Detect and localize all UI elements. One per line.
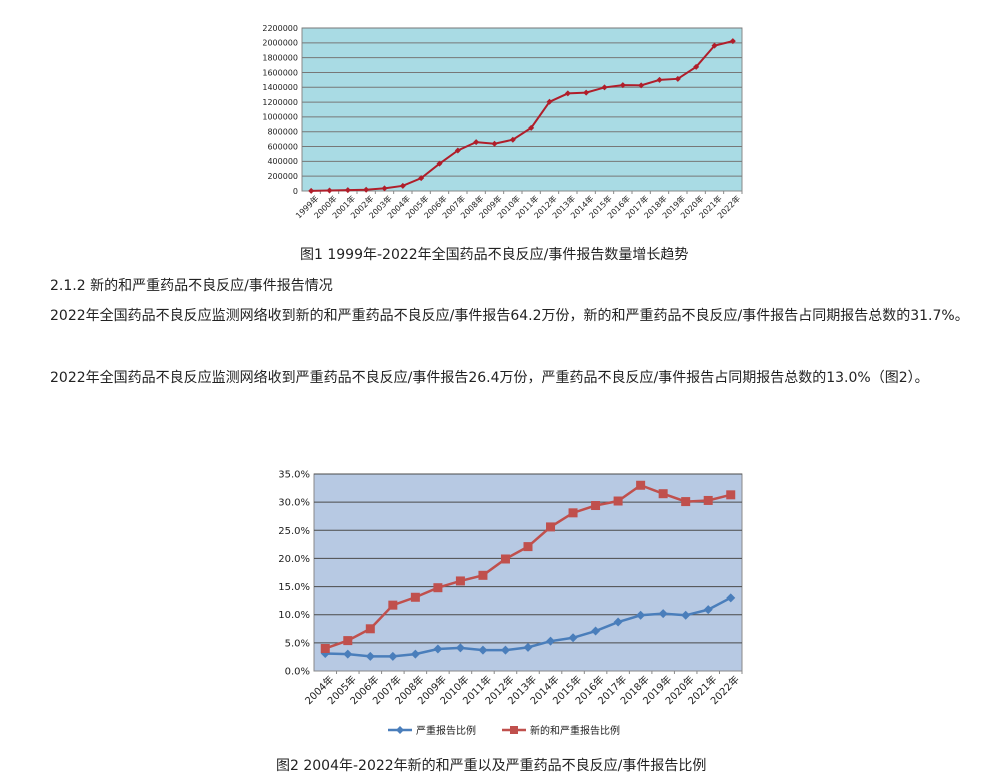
data-point (433, 644, 443, 654)
data-point (454, 147, 461, 154)
data-point (619, 82, 626, 89)
y-tick-label: 25.0% (278, 526, 310, 537)
data-point (658, 609, 668, 619)
data-point (656, 76, 663, 83)
data-point (320, 643, 330, 653)
legend-label: 严重报告比例 (416, 724, 476, 737)
data-point (601, 84, 608, 91)
plot-area (301, 27, 743, 192)
data-point (546, 636, 556, 646)
data-point (509, 136, 516, 143)
data-point (546, 98, 553, 105)
y-tick-label: 20.0% (278, 554, 310, 565)
data-point (436, 160, 443, 167)
data-point (455, 643, 465, 653)
data-point (473, 139, 480, 146)
data-point (568, 508, 578, 518)
data-point (344, 187, 351, 194)
y-tick-label: 200000 (267, 172, 298, 181)
data-point (703, 495, 713, 505)
data-point (478, 645, 488, 655)
data-point (711, 42, 718, 49)
data-point (326, 187, 333, 194)
data-point (363, 186, 370, 193)
y-tick-label: 15.0% (278, 582, 310, 593)
y-tick-label: 30.0% (278, 498, 310, 509)
paragraph-new-and-serious: 2022年全国药品不良反应监测网络收到新的和严重药品不良反应/事件报告64.2万… (50, 308, 969, 324)
y-tick-label: 2200000 (262, 24, 298, 33)
data-point (568, 633, 578, 643)
data-point (583, 89, 590, 96)
y-tick-label: 0.0% (285, 667, 310, 678)
figure1-caption: 图1 1999年-2022年全国药品不良反应/事件报告数量增长趋势 (300, 247, 689, 263)
y-tick-label: 1800000 (262, 53, 298, 62)
data-point (365, 624, 375, 634)
data-point (564, 90, 571, 97)
series-line (311, 40, 734, 192)
data-point (491, 140, 498, 147)
data-point (388, 600, 398, 610)
y-tick-label: 5.0% (285, 638, 310, 649)
plot-area (313, 473, 743, 672)
y-tick-label: 400000 (267, 157, 298, 166)
data-point (455, 576, 465, 586)
data-point (388, 651, 398, 661)
data-point (658, 489, 668, 499)
data-point (693, 63, 700, 70)
legend-marker (510, 726, 518, 734)
data-point (500, 645, 510, 655)
y-tick-label: 35.0% (278, 470, 310, 481)
data-point (523, 642, 533, 652)
data-point (613, 617, 623, 627)
growth-line-chart: 0 200000 400000 600000 800000 1000000 1200000 1… (262, 24, 743, 220)
data-point (636, 610, 646, 620)
data-point (636, 480, 646, 490)
data-point (478, 570, 488, 580)
ratio-line-chart: 0.0%5.0%10.0%15.0%20.0%25.0%30.0%35.0%20… (278, 470, 743, 737)
y-tick-label: 1000000 (262, 113, 298, 122)
data-point (343, 636, 353, 646)
y-tick-label: 2000000 (262, 39, 298, 48)
y-tick-label: 1200000 (262, 98, 298, 107)
data-point (613, 496, 623, 506)
data-point (410, 592, 420, 602)
data-point (674, 75, 681, 82)
section-heading: 2.1.2 新的和严重药品不良反应/事件报告情况 (50, 278, 333, 294)
data-point (703, 605, 713, 615)
data-point (681, 497, 691, 507)
y-tick-label: 1600000 (262, 68, 298, 77)
y-tick-label: 600000 (267, 142, 298, 151)
data-point (320, 649, 330, 659)
data-point (500, 554, 510, 564)
data-point (343, 649, 353, 659)
data-point (410, 649, 420, 659)
figure2-caption: 图2 2004年-2022年新的和严重以及严重药品不良反应/事件报告比例 (276, 758, 707, 774)
legend-marker (396, 726, 404, 734)
data-point (726, 490, 736, 500)
y-tick-label: 10.0% (278, 610, 310, 621)
data-point (433, 583, 443, 593)
data-point (591, 501, 601, 511)
data-point (308, 187, 315, 194)
data-point (729, 38, 736, 45)
data-point (399, 182, 406, 189)
y-tick-label: 800000 (267, 128, 298, 137)
paragraph-serious: 2022年全国药品不良反应监测网络收到严重药品不良反应/事件报告26.4万份，严… (50, 370, 929, 386)
y-tick-label: 1400000 (262, 83, 298, 92)
data-point (365, 651, 375, 661)
data-point (638, 82, 645, 89)
data-point (681, 610, 691, 620)
data-point (546, 522, 556, 532)
y-tick-label: 0 (293, 187, 298, 196)
data-point (591, 626, 601, 636)
data-point (523, 542, 533, 552)
data-point (381, 185, 388, 192)
data-point (418, 175, 425, 182)
legend-label: 新的和严重报告比例 (530, 724, 620, 737)
data-point (528, 124, 535, 131)
data-point (726, 593, 736, 603)
